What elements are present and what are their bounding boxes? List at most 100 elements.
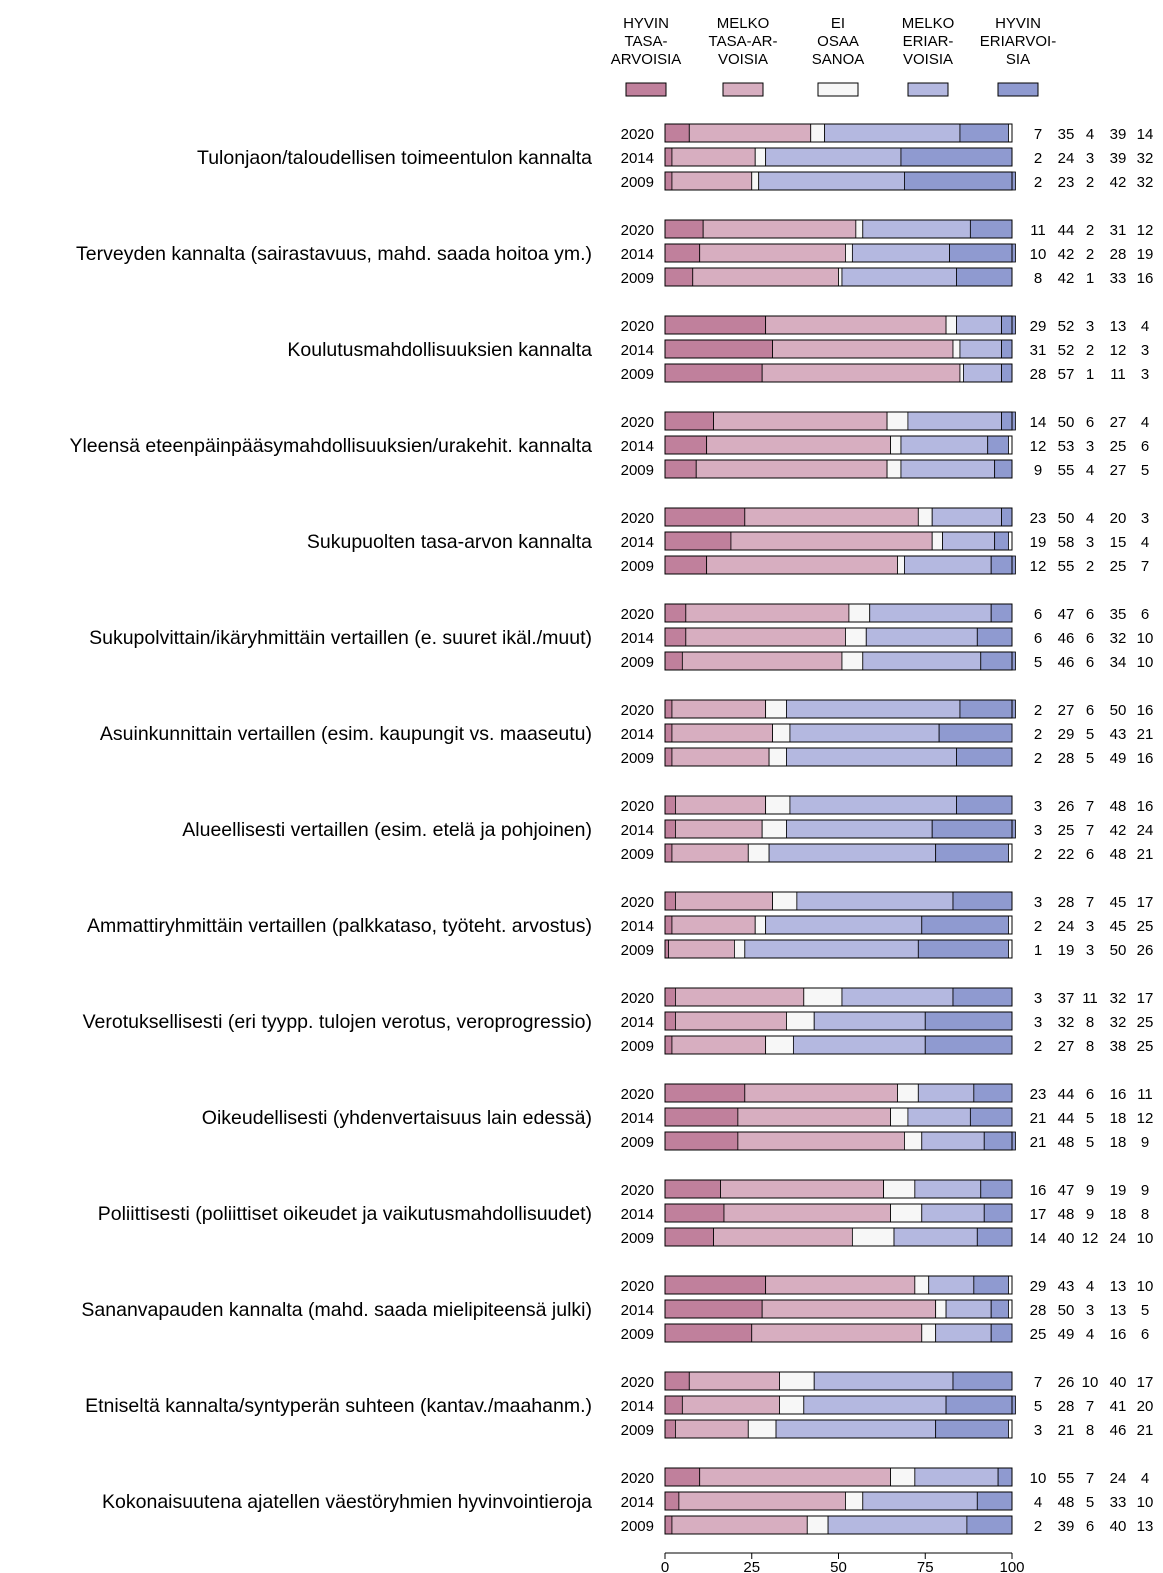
bar-segment (935, 843, 1009, 863)
bar-row: 2014 3 32 8 32 25 (621, 1011, 1153, 1031)
bar-segment (675, 819, 763, 839)
value-label: 18 (1110, 1206, 1127, 1223)
value-label: 2 (1086, 558, 1094, 575)
bar-segment (935, 1299, 947, 1319)
bar-segment (845, 1491, 864, 1511)
bar-segment (1001, 363, 1013, 383)
value-label: 57 (1058, 366, 1075, 383)
year-label: 2014 (621, 1302, 654, 1319)
bar-segment (664, 435, 708, 455)
bar-segment (959, 339, 1002, 359)
value-label: 58 (1058, 534, 1075, 551)
value-label: 10 (1137, 1494, 1154, 1511)
value-label: 44 (1058, 222, 1075, 239)
bar-outline (664, 507, 1013, 527)
value-label: 6 (1141, 606, 1149, 623)
bar-segment (914, 1467, 999, 1487)
bar-segment (664, 1203, 725, 1223)
value-label: 5 (1141, 1302, 1149, 1319)
bar-segment (671, 1515, 808, 1535)
bar-segment (990, 603, 1013, 623)
bar-segment (664, 819, 676, 839)
bar-segment (758, 171, 905, 191)
bar-segment (671, 843, 749, 863)
value-label: 19 (1058, 942, 1075, 959)
value-label: 4 (1086, 462, 1094, 479)
legend-swatch (817, 82, 859, 97)
value-label: 46 (1058, 654, 1075, 671)
year-label: 2020 (621, 894, 654, 911)
bar-segment (997, 1467, 1013, 1487)
value-label: 48 (1058, 1134, 1075, 1151)
bar-segment (900, 459, 996, 479)
bar-segment (744, 939, 919, 959)
value-label: 10 (1082, 1374, 1099, 1391)
category-label: Sukupolvittain/ikäryhmittäin vertaillen … (89, 627, 592, 649)
bar-segment (890, 1467, 916, 1487)
value-label: 28 (1058, 1398, 1075, 1415)
value-label: 2 (1034, 174, 1042, 191)
legend-swatch (625, 82, 667, 97)
legend-label-line: OSAA (817, 33, 859, 50)
bar-segment (952, 1371, 1013, 1391)
value-label: 24 (1110, 1230, 1127, 1247)
x-tick-label: 0 (661, 1559, 669, 1573)
bar-segment (737, 1107, 891, 1127)
year-label: 2014 (621, 1398, 654, 1415)
category-group: Asuinkunnittain vertaillen (esim. kaupun… (100, 699, 1153, 767)
x-tick-label: 50 (830, 1559, 847, 1573)
bar-segment (931, 819, 1016, 839)
value-label: 3 (1086, 1302, 1094, 1319)
bar-segment (990, 1323, 1013, 1343)
value-label: 32 (1137, 150, 1154, 167)
value-label: 55 (1058, 1470, 1075, 1487)
bar-segment (671, 1035, 767, 1055)
value-label: 19 (1110, 1182, 1127, 1199)
bar-segment (779, 1395, 805, 1415)
bar-segment (969, 219, 1013, 239)
bar-segment (664, 795, 676, 815)
bar-row: 2020 3 26 7 48 16 (621, 795, 1153, 815)
year-label: 2009 (621, 1518, 654, 1535)
bar-segment (772, 891, 798, 911)
value-label: 5 (1086, 726, 1094, 743)
bar-segment (664, 1227, 714, 1247)
bar-outline (664, 723, 1013, 743)
bar-outline (664, 435, 1013, 455)
year-label: 2020 (621, 510, 654, 527)
value-label: 27 (1110, 462, 1127, 479)
value-label: 12 (1137, 1110, 1154, 1127)
value-label: 1 (1086, 270, 1094, 287)
bar-outline (664, 363, 1013, 383)
legend: HYVINTASA-ARVOISIAMELKOTASA-AR-VOISIAEIO… (611, 15, 1056, 97)
value-label: 15 (1110, 534, 1127, 551)
value-label: 45 (1110, 918, 1127, 935)
bar-segment (917, 939, 1009, 959)
legend-label-line: HYVIN (623, 15, 669, 32)
legend-label-line: MELKO (717, 15, 770, 32)
value-label: 3 (1034, 1014, 1042, 1031)
value-label: 7 (1034, 1374, 1042, 1391)
bar-segment (956, 267, 1013, 287)
bar-segment (664, 987, 676, 1007)
value-label: 40 (1058, 1230, 1075, 1247)
bar-outline (664, 1323, 1013, 1343)
category-group: Kokonaisuutena ajatellen väestöryhmien h… (102, 1467, 1154, 1535)
legend-label-line: SIA (1006, 51, 1030, 68)
bar-row: 2009 2 22 6 48 21 (621, 843, 1153, 863)
bar-segment (664, 411, 714, 431)
bar-segment (956, 795, 1013, 815)
value-label: 10 (1030, 246, 1047, 263)
category-label: Yleensä eteenpäinpääsymahdollisuuksien/u… (69, 435, 592, 457)
value-label: 5 (1086, 1494, 1094, 1511)
bar-segment (945, 1395, 1016, 1415)
bar-segment (664, 1395, 683, 1415)
year-label: 2020 (621, 798, 654, 815)
bar-outline (664, 219, 1013, 239)
year-label: 2009 (621, 942, 654, 959)
value-label: 7 (1034, 126, 1042, 143)
